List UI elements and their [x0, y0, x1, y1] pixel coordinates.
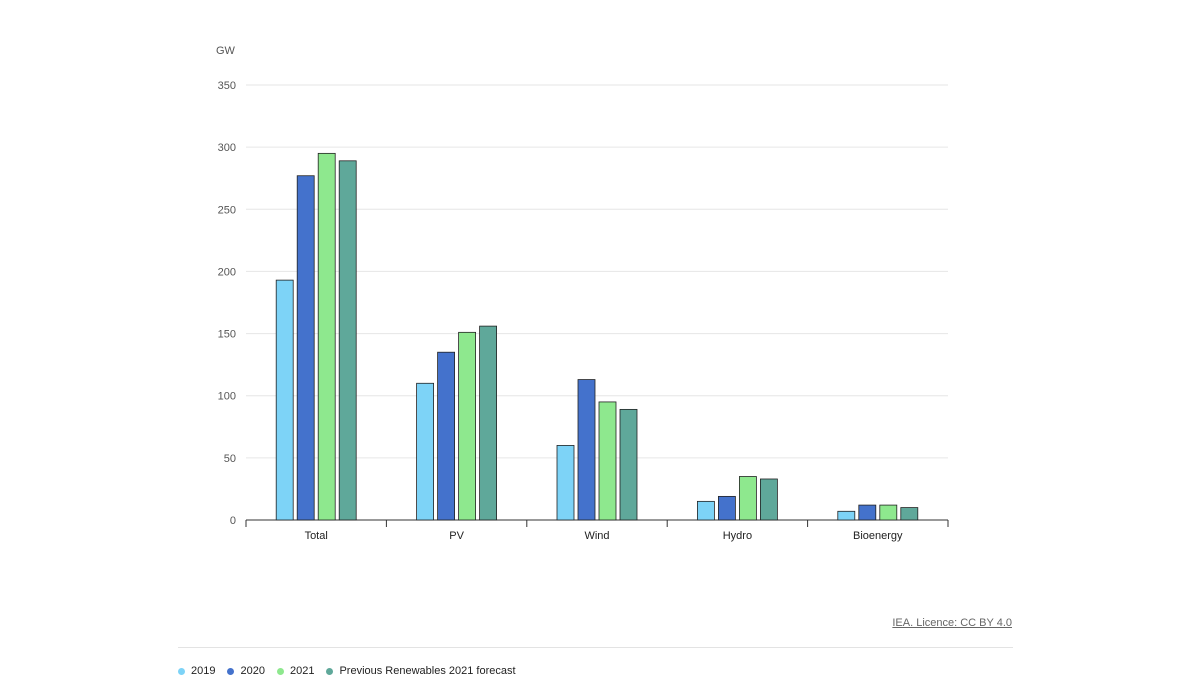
licence-link[interactable]: IEA. Licence: CC BY 4.0: [892, 617, 1012, 629]
bar-chart: GW 0 50 100 150 200 250 300 350 Total PV Wind Hydro B…: [216, 45, 949, 542]
y-tick-label: 150: [218, 329, 236, 341]
legend-label: 2019: [191, 665, 216, 677]
bar-wind-2: [598, 401, 617, 521]
bar-total-0: [275, 279, 294, 521]
y-tick-label: 250: [218, 204, 236, 216]
y-tick-label: 200: [218, 266, 236, 278]
legend: 2019 2020 2021 Previous Renewables 2021 for…: [178, 665, 516, 677]
y-tick-label: 100: [218, 391, 236, 403]
bar-bioenergy-0: [837, 510, 856, 521]
legend-dot-icon: [178, 667, 185, 675]
bar-pv-3: [479, 325, 498, 521]
y-tick-label: 350: [218, 80, 236, 92]
legend-label: 2021: [289, 665, 315, 677]
bar-pv-2: [458, 331, 477, 521]
bar-wind-0: [556, 445, 575, 521]
bar-wind-3: [619, 408, 638, 521]
legend-item[interactable]: 2019: [178, 665, 215, 677]
bar-total-3: [338, 160, 357, 521]
legend-dot-icon: [276, 667, 284, 675]
bar-total-2: [317, 152, 336, 521]
legend-item[interactable]: 2021: [276, 665, 315, 677]
x-category-label: Hydro: [723, 530, 752, 542]
divider: [178, 647, 1013, 648]
bar-bioenergy-1: [858, 504, 877, 521]
x-category-label: PV: [449, 530, 464, 542]
bar-bioenergy-3: [900, 507, 919, 521]
legend-item[interactable]: 2020: [227, 665, 265, 677]
bar-hydro-0: [697, 500, 715, 521]
legend-label: Previous Renewables 2021 forecast: [339, 665, 516, 677]
bar-bioenergy-2: [879, 504, 898, 521]
y-tick-label: 0: [230, 515, 236, 527]
bar-hydro-1: [718, 495, 736, 521]
bar-hydro-2: [739, 476, 757, 521]
x-category-label: Bioenergy: [853, 530, 903, 542]
y-tick-label: 300: [218, 142, 236, 154]
legend-label: 2020: [240, 665, 265, 677]
legend-item[interactable]: Previous Renewables 2021 forecast: [326, 665, 516, 677]
legend-dot-icon: [326, 667, 334, 675]
bar-hydro-3: [760, 478, 778, 521]
bar-total-1: [296, 175, 315, 521]
y-axis-unit: GW: [216, 45, 236, 57]
bar-pv-1: [437, 351, 456, 521]
bar-pv-0: [416, 382, 435, 521]
legend-dot-icon: [227, 667, 235, 675]
x-category-label: Wind: [584, 530, 609, 542]
x-category-label: Total: [305, 530, 328, 542]
y-tick-label: 50: [224, 453, 236, 465]
bar-wind-1: [577, 379, 596, 521]
